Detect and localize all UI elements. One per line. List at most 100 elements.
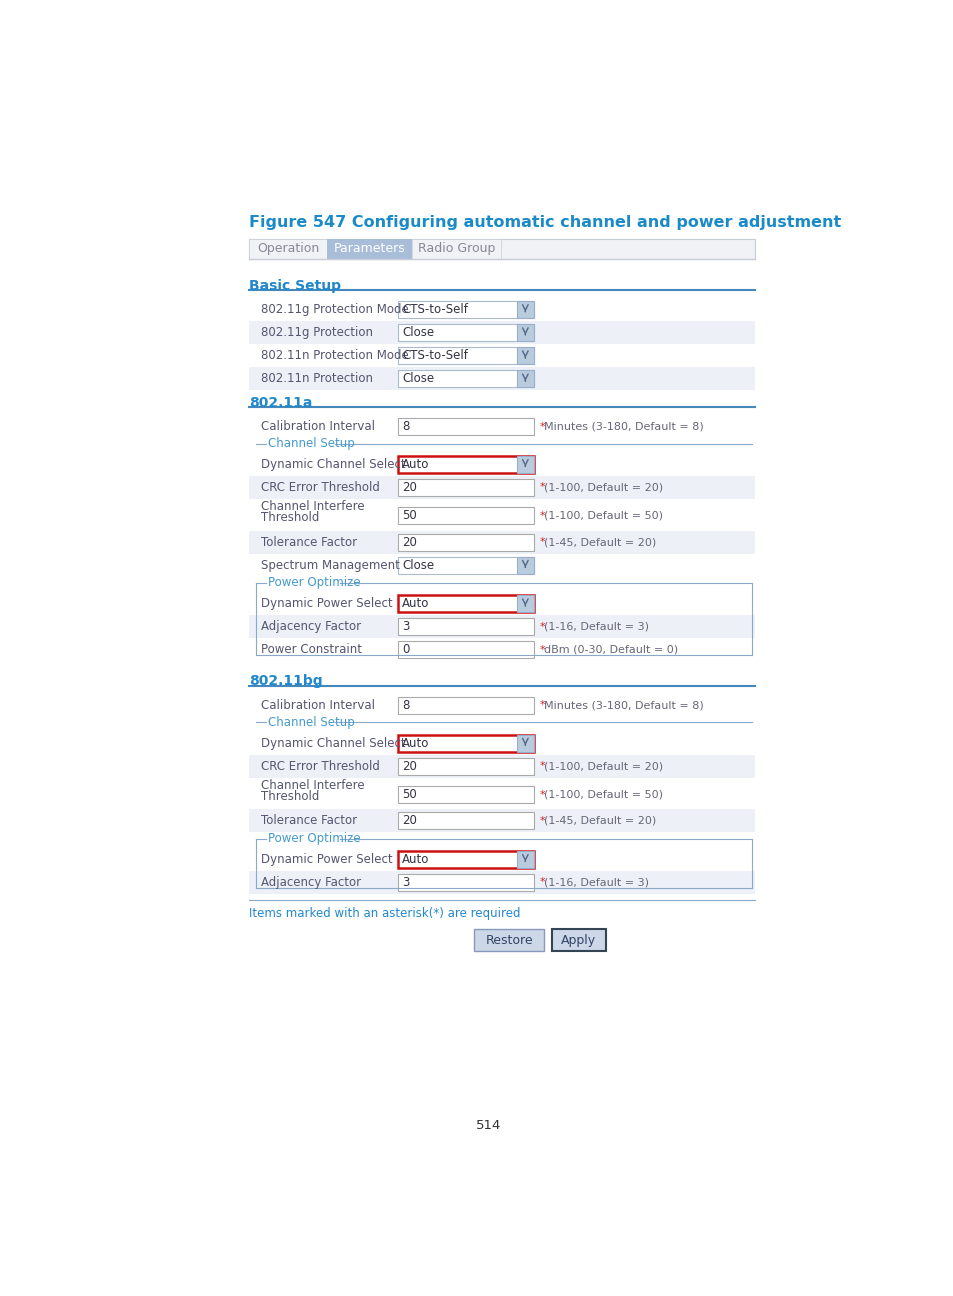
- Bar: [397, 874, 534, 890]
- Text: (1-45, Default = 20): (1-45, Default = 20): [543, 815, 656, 826]
- Bar: [249, 298, 754, 321]
- Bar: [249, 778, 754, 811]
- Text: Dynamic Channel Select: Dynamic Channel Select: [261, 736, 405, 749]
- Bar: [517, 557, 534, 574]
- Text: 802.11n Protection: 802.11n Protection: [261, 372, 373, 385]
- Bar: [397, 595, 534, 612]
- Text: 802.11a: 802.11a: [249, 395, 313, 410]
- Text: 514: 514: [476, 1120, 501, 1133]
- Text: *: *: [538, 877, 544, 888]
- Text: Dynamic Power Select: Dynamic Power Select: [261, 853, 393, 866]
- Text: Close: Close: [402, 559, 434, 572]
- Text: 802.11g Protection: 802.11g Protection: [261, 327, 373, 340]
- Text: *: *: [538, 645, 544, 654]
- Bar: [249, 345, 754, 367]
- Text: Auto: Auto: [402, 457, 429, 470]
- Bar: [249, 754, 754, 778]
- Text: CRC Error Threshold: CRC Error Threshold: [261, 481, 379, 494]
- Bar: [249, 848, 754, 871]
- Text: *: *: [538, 622, 544, 631]
- Text: *: *: [538, 537, 544, 547]
- Bar: [249, 367, 754, 390]
- Bar: [249, 504, 754, 527]
- Bar: [249, 553, 754, 577]
- Bar: [249, 639, 754, 661]
- Bar: [249, 530, 754, 553]
- Bar: [249, 848, 754, 871]
- Text: *: *: [538, 789, 544, 800]
- Text: Channel Interfere: Channel Interfere: [261, 500, 364, 513]
- Bar: [517, 371, 534, 388]
- Text: (1-100, Default = 20): (1-100, Default = 20): [543, 761, 662, 771]
- Bar: [397, 456, 534, 473]
- Bar: [327, 238, 412, 259]
- Text: Channel Setup: Channel Setup: [268, 437, 355, 450]
- Bar: [517, 595, 534, 612]
- Text: Threshold: Threshold: [261, 511, 319, 524]
- Bar: [397, 534, 534, 551]
- Bar: [397, 851, 534, 868]
- Text: (1-100, Default = 50): (1-100, Default = 50): [543, 511, 662, 521]
- Text: Threshold: Threshold: [261, 789, 319, 802]
- Text: Power Optimize: Power Optimize: [268, 577, 360, 590]
- Text: Minutes (3-180, Default = 8): Minutes (3-180, Default = 8): [543, 700, 703, 710]
- Text: Operation: Operation: [256, 242, 319, 255]
- Bar: [249, 238, 754, 259]
- Bar: [397, 301, 534, 318]
- Bar: [397, 508, 534, 525]
- Text: Close: Close: [402, 327, 434, 340]
- Text: 20: 20: [402, 814, 416, 827]
- Bar: [397, 557, 534, 574]
- Bar: [249, 321, 754, 345]
- Text: 0: 0: [402, 643, 409, 656]
- Bar: [397, 419, 534, 435]
- Text: Calibration Interval: Calibration Interval: [261, 420, 375, 433]
- Text: Minutes (3-180, Default = 8): Minutes (3-180, Default = 8): [543, 421, 703, 432]
- Bar: [397, 735, 534, 752]
- Text: Restore: Restore: [485, 933, 533, 946]
- Bar: [397, 480, 534, 496]
- Text: CTS-to-Self: CTS-to-Self: [402, 349, 468, 362]
- Bar: [249, 452, 754, 476]
- Text: Calibration Interval: Calibration Interval: [261, 699, 375, 712]
- Text: CRC Error Threshold: CRC Error Threshold: [261, 759, 379, 772]
- Text: Auto: Auto: [402, 597, 429, 610]
- Text: *: *: [538, 700, 544, 710]
- Bar: [249, 693, 754, 717]
- Bar: [249, 321, 754, 345]
- Bar: [249, 809, 754, 832]
- Text: Parameters: Parameters: [334, 242, 405, 255]
- Text: 50: 50: [402, 788, 416, 801]
- Bar: [517, 735, 534, 752]
- Text: 50: 50: [402, 509, 416, 522]
- Text: 802.11n Protection Mode: 802.11n Protection Mode: [261, 349, 409, 362]
- Bar: [397, 642, 534, 658]
- Text: 8: 8: [402, 699, 409, 712]
- Bar: [397, 618, 534, 635]
- Bar: [249, 298, 754, 321]
- Bar: [397, 787, 534, 804]
- Bar: [249, 693, 754, 717]
- Bar: [249, 530, 754, 553]
- Text: 20: 20: [402, 535, 416, 548]
- Bar: [249, 731, 754, 754]
- Text: (1-16, Default = 3): (1-16, Default = 3): [543, 622, 648, 631]
- Bar: [517, 456, 534, 473]
- Text: Adjacency Factor: Adjacency Factor: [261, 876, 361, 889]
- Text: Auto: Auto: [402, 853, 429, 866]
- Bar: [249, 553, 754, 577]
- Text: dBm (0-30, Default = 0): dBm (0-30, Default = 0): [543, 645, 678, 654]
- Text: *: *: [538, 815, 544, 826]
- Text: (1-100, Default = 50): (1-100, Default = 50): [543, 789, 662, 800]
- Text: CTS-to-Self: CTS-to-Self: [402, 303, 468, 316]
- Bar: [249, 345, 754, 367]
- Text: Close: Close: [402, 372, 434, 385]
- Bar: [474, 929, 543, 951]
- Bar: [249, 616, 754, 639]
- Bar: [517, 347, 534, 364]
- Bar: [551, 929, 605, 951]
- Bar: [249, 592, 754, 616]
- Text: Channel Interfere: Channel Interfere: [261, 779, 364, 792]
- Text: 8: 8: [402, 420, 409, 433]
- Text: Items marked with an asterisk(*) are required: Items marked with an asterisk(*) are req…: [249, 907, 520, 920]
